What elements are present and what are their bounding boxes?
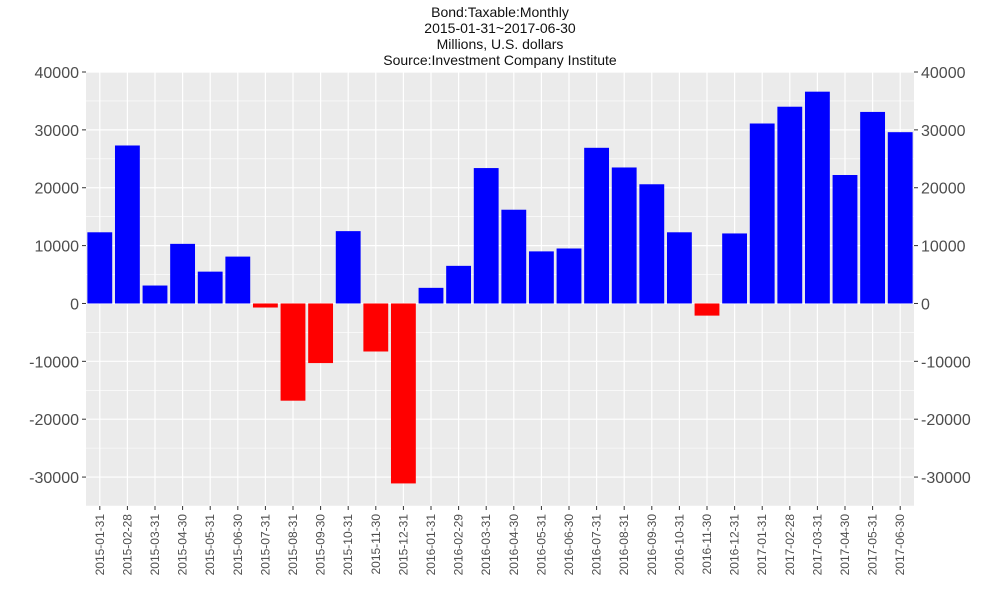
bar-2015-04-30 (170, 243, 196, 304)
x-tick-label: 2015-02-28 (120, 514, 134, 576)
x-tick-label: 2017-01-31 (755, 514, 769, 576)
x-tick-label: 2016-09-30 (645, 514, 659, 576)
y-tick-label-left: 10000 (35, 239, 80, 256)
y-tick-label-left: -10000 (29, 354, 79, 371)
y-tick-label-right: 30000 (921, 123, 966, 140)
bar-2015-03-31 (142, 285, 168, 304)
x-tick-label: 2016-06-30 (562, 514, 576, 576)
bar-2017-04-30 (832, 175, 858, 304)
y-tick-label-right: -20000 (921, 412, 971, 429)
y-tick-label-left: 30000 (35, 123, 80, 140)
x-tick-label: 2015-09-30 (314, 514, 328, 576)
x-tick-label: 2017-04-30 (838, 514, 852, 576)
x-tick-label: 2015-06-30 (231, 514, 245, 576)
bar-2015-01-31 (87, 232, 113, 304)
bar-2017-01-31 (749, 123, 775, 304)
bar-2016-03-31 (473, 168, 499, 304)
x-tick-label: 2016-02-29 (452, 514, 466, 576)
chart-subtitle-date-range: 2015-01-31~2017-06-30 (424, 20, 576, 36)
y-tick-label-left: -20000 (29, 412, 79, 429)
bar-2015-09-30 (308, 303, 334, 364)
x-tick-label: 2015-05-31 (203, 514, 217, 576)
bar-2016-05-31 (528, 251, 554, 304)
y-tick-label-left: 40000 (35, 65, 80, 82)
x-tick-label: 2016-01-31 (424, 514, 438, 576)
x-tick-label: 2016-03-31 (479, 514, 493, 576)
x-tick-label: 2016-08-31 (617, 514, 631, 576)
x-tick-label: 2015-11-30 (369, 514, 383, 575)
x-tick-label: 2017-03-31 (810, 514, 824, 576)
bar-2015-05-31 (197, 271, 223, 304)
y-tick-label-left: 20000 (35, 181, 80, 198)
x-tick-label: 2015-04-30 (176, 514, 190, 576)
x-tick-label: 2016-12-31 (728, 514, 742, 576)
x-tick-label: 2015-08-31 (286, 514, 300, 576)
bar-2016-12-31 (722, 233, 748, 304)
bar-2016-09-30 (639, 184, 665, 304)
bar-2016-06-30 (556, 248, 582, 304)
bars (87, 91, 913, 484)
y-axis-ticks: 40000 40000 30000 30000 20000 20000 10000 10000… (29, 65, 971, 487)
x-tick-label: 2015-12-31 (396, 514, 410, 576)
y-tick-label-left: 0 (70, 296, 79, 313)
bar-2016-07-31 (584, 147, 610, 304)
bar-2016-02-29 (446, 265, 472, 304)
x-axis-ticks: 2015-01-31 2015-02-28 2015-03-31 2015-04-30… (93, 506, 907, 575)
chart-subtitle-units: Millions, U.S. dollars (436, 36, 564, 52)
x-tick-label: 2016-04-30 (507, 514, 521, 576)
bar-2015-11-30 (363, 303, 389, 352)
y-tick-label-right: 10000 (921, 239, 966, 256)
y-tick-label-right: 20000 (921, 181, 966, 198)
x-tick-label: 2016-10-31 (672, 514, 686, 576)
x-tick-label: 2015-01-31 (93, 514, 107, 576)
y-tick-label-right: 40000 (921, 65, 966, 82)
bar-2016-04-30 (501, 209, 527, 304)
bar-2016-08-31 (611, 167, 637, 304)
x-tick-label: 2017-06-30 (893, 514, 907, 576)
y-tick-label-right: -30000 (921, 470, 971, 487)
chart-title: Bond:Taxable:Monthly (431, 4, 569, 20)
bar-2015-07-31 (252, 303, 278, 308)
bar-2016-10-31 (666, 232, 692, 304)
y-tick-label-right: 0 (921, 296, 930, 313)
chart-subtitle-source: Source:Investment Company Institute (383, 52, 617, 68)
x-tick-label: 2017-05-31 (866, 514, 880, 576)
x-tick-label: 2015-03-31 (148, 514, 162, 576)
x-tick-label: 2015-07-31 (258, 514, 272, 576)
bar-2015-06-30 (225, 256, 251, 304)
bar-2017-02-28 (777, 106, 803, 304)
bar-2016-11-30 (694, 303, 720, 316)
x-tick-label: 2016-05-31 (534, 514, 548, 576)
bar-2015-02-28 (114, 145, 140, 304)
y-tick-label-right: -10000 (921, 354, 971, 371)
x-tick-label: 2016-07-31 (590, 514, 604, 576)
bar-2015-12-31 (390, 303, 416, 484)
bar-2015-08-31 (280, 303, 306, 401)
bar-2017-06-30 (887, 132, 913, 304)
plot-panel (86, 72, 914, 506)
bar-2016-01-31 (418, 287, 444, 304)
bar-2017-05-31 (860, 111, 886, 304)
x-tick-label: 2017-02-28 (783, 514, 797, 576)
y-tick-label-left: -30000 (29, 470, 79, 487)
x-tick-label: 2016-11-30 (700, 514, 714, 575)
bar-2017-03-31 (804, 91, 830, 304)
x-tick-label: 2015-10-31 (341, 514, 355, 576)
grid-lines (86, 71, 914, 507)
bar-2015-10-31 (335, 231, 361, 304)
